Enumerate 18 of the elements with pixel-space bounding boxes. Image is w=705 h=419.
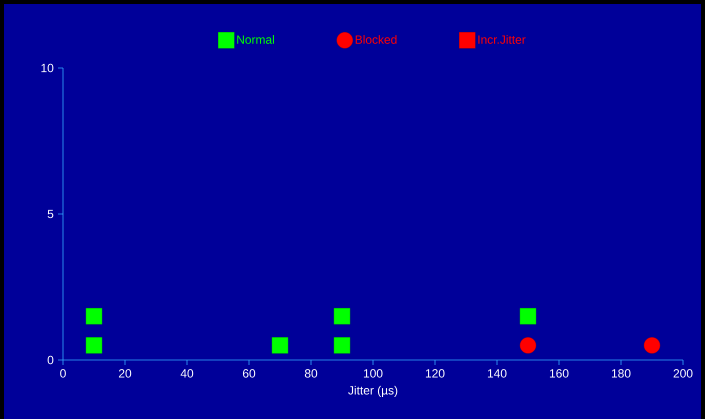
x-tick-label: 40 xyxy=(180,369,194,378)
y-tick-label: 5 xyxy=(48,210,54,218)
x-tick-label: 60 xyxy=(242,369,256,378)
x-tick-label: 200 xyxy=(674,369,693,378)
x-tick-label: 0 xyxy=(60,369,66,378)
x-axis-title: Jitter (µs) xyxy=(348,386,398,397)
x-tick-label: 180 xyxy=(612,369,631,378)
legend-label: Blocked xyxy=(356,35,397,44)
x-tick-label: 160 xyxy=(550,369,569,378)
legend-label: Normal xyxy=(237,35,274,44)
y-tick-label: 10 xyxy=(41,64,54,72)
x-tick-label: 120 xyxy=(426,369,445,378)
x-tick-label: 100 xyxy=(364,369,383,378)
legend-label: Incr.Jitter xyxy=(478,35,526,44)
y-tick-label: 0 xyxy=(48,356,54,364)
x-tick-label: 20 xyxy=(118,369,132,378)
x-tick-label: 140 xyxy=(488,369,507,378)
x-tick-label: 80 xyxy=(304,369,318,378)
